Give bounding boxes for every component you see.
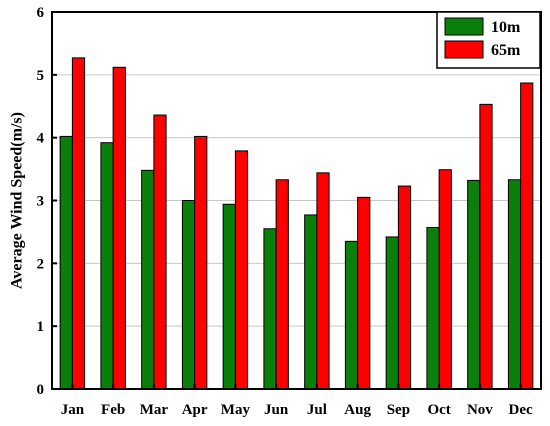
bar-65m-nov — [479, 103, 493, 390]
x-tick-label-nov: Nov — [467, 402, 493, 418]
x-tick-label-jul: Jul — [307, 402, 327, 418]
bar-10m-dec — [507, 179, 522, 390]
y-tick-label: 2 — [37, 256, 45, 272]
y-tick-label: 1 — [37, 319, 45, 335]
bar-10m-may — [222, 203, 236, 390]
grid-lines — [52, 74, 541, 327]
x-tick-label-mar: Mar — [140, 402, 169, 418]
x-tick-label-may: May — [221, 402, 251, 418]
y-tick-label: 5 — [37, 68, 45, 84]
y-axis-ticks: 0 1 2 3 4 5 6 — [37, 5, 57, 398]
bar-65m-oct — [438, 169, 452, 390]
legend-label-10m: 10m — [491, 19, 521, 36]
bar-65m-may — [234, 150, 249, 390]
x-axis-ticks: Jan Feb Mar Apr May Jun Jul Aug Sep Oct Nov Dec — [61, 384, 533, 418]
bar-65m-feb — [112, 66, 126, 390]
x-tick-label-apr: Apr — [182, 402, 208, 418]
x-tick-label-jun: Jun — [264, 402, 289, 418]
y-tick-label: 6 — [37, 5, 45, 21]
y-tick-label: 3 — [37, 194, 45, 210]
bar-65m-mar — [153, 114, 167, 390]
bar-10m-sep — [385, 236, 399, 390]
bar-10m-apr — [181, 200, 196, 390]
legend-label-65m: 65m — [491, 42, 521, 59]
legend-swatch-10m — [444, 17, 484, 36]
bar-65m-apr — [194, 135, 208, 390]
legend-swatch-65m — [444, 40, 484, 59]
bar-65m-dec — [520, 82, 534, 390]
x-tick-label-oct: Oct — [427, 402, 450, 418]
bar-10m-feb — [100, 142, 114, 390]
bar-10m-jan — [59, 135, 73, 390]
y-tick-label: 4 — [37, 131, 45, 147]
bar-10m-jul — [304, 214, 318, 390]
bar-65m-sep — [397, 185, 412, 390]
x-tick-label-feb: Feb — [101, 402, 125, 418]
bar-65m-jan — [71, 57, 86, 390]
bar-10m-oct — [426, 227, 440, 390]
bar-10m-jun — [263, 228, 277, 390]
x-tick-label-aug: Aug — [344, 402, 371, 418]
bar-65m-jun — [275, 179, 289, 390]
x-tick-label-jan: Jan — [61, 402, 85, 418]
y-tick-label: 0 — [37, 382, 45, 398]
x-tick-label-sep: Sep — [387, 402, 410, 418]
x-tick-label-dec: Dec — [509, 402, 533, 418]
bar-65m-aug — [357, 196, 371, 390]
bar-10m-nov — [467, 179, 481, 390]
y-axis-title: Average Wind Speed(m/s) — [9, 112, 26, 289]
bar-65m-jul — [316, 172, 330, 390]
bar-10m-mar — [141, 169, 155, 390]
bar-10m-aug — [344, 240, 359, 390]
